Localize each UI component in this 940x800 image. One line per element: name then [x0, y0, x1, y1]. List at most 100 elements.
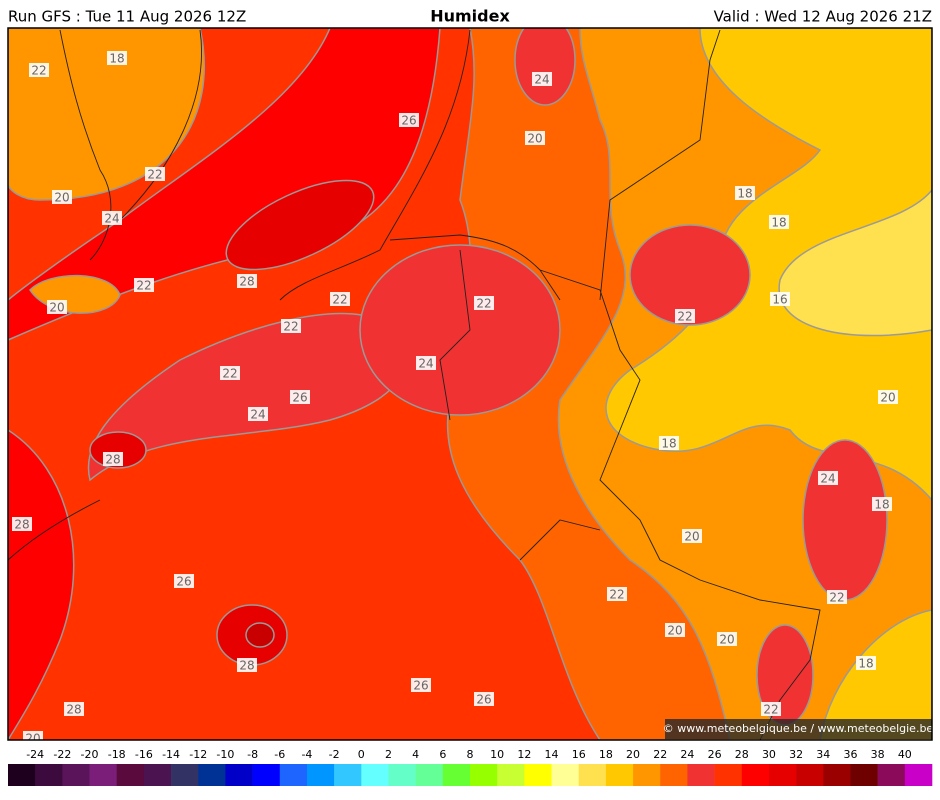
- map-title: Humidex: [430, 7, 510, 26]
- legend-tick-label: 28: [735, 748, 749, 761]
- valid-label: Valid : Wed 12 Aug 2026 21Z: [714, 8, 932, 26]
- legend-tick-label: 30: [762, 748, 776, 761]
- legend-tick-label: 22: [653, 748, 667, 761]
- contour-label: 22: [829, 591, 844, 605]
- contour-label: 18: [874, 498, 889, 512]
- contour-label-box: [399, 113, 419, 127]
- contour-label: 28: [239, 275, 254, 289]
- contour-label-box: [174, 574, 194, 588]
- contour-label: 22: [332, 293, 347, 307]
- contour-label: 26: [292, 391, 307, 405]
- legend-tick-label: 36: [843, 748, 857, 761]
- map: 22 18 26 24 20 22 20 24 18 18 28 22 22 20 22 22 22 16 24 22…: [8, 28, 932, 740]
- contour-label: 26: [401, 114, 416, 128]
- contour-label: 22: [147, 168, 162, 182]
- contour-label: 20: [667, 624, 682, 638]
- legend-tick-label: -8: [247, 748, 258, 761]
- contour-label: 26: [413, 679, 428, 693]
- color-swatch: [252, 764, 281, 786]
- color-swatch: [62, 764, 90, 786]
- contour-label: 26: [476, 693, 491, 707]
- contour-label-box: [872, 497, 892, 511]
- contour-label-box: [411, 678, 431, 692]
- contour-label: 24: [820, 472, 835, 486]
- contour-label-box: [735, 186, 755, 200]
- legend-tick-label: 32: [789, 748, 803, 761]
- contour-label-box: [525, 131, 545, 145]
- region: [514, 28, 576, 106]
- legend-tick-label: 34: [816, 748, 830, 761]
- region: [778, 188, 932, 337]
- contour-label: 26: [176, 575, 191, 589]
- contour-label: 28: [14, 518, 29, 532]
- contour-label: 22: [677, 310, 692, 324]
- region: [605, 28, 932, 502]
- contour-label: 28: [66, 703, 81, 717]
- contour-label: 24: [250, 408, 265, 422]
- contour-label: 22: [136, 279, 151, 293]
- legend-tick-label: -10: [216, 748, 234, 761]
- contour-label-box: [675, 309, 695, 323]
- border-line: [8, 29, 821, 740]
- legend-tick-label: 10: [490, 748, 504, 761]
- contour-label-box: [532, 72, 552, 86]
- contour-label-box: [145, 167, 165, 181]
- contour-label-box: [102, 211, 122, 225]
- color-swatch: [768, 764, 797, 786]
- color-swatch: [714, 764, 743, 786]
- color-swatch: [89, 764, 118, 786]
- legend-tick-label: 8: [467, 748, 474, 761]
- contour-label-box: [134, 278, 154, 292]
- contour-label-box: [761, 702, 781, 716]
- color-swatch: [225, 764, 253, 786]
- contour-label-box: [248, 407, 268, 421]
- legend-tick-label: 26: [708, 748, 722, 761]
- color-swatch: [551, 764, 580, 786]
- color-swatch: [306, 764, 335, 786]
- contour-label: 22: [283, 320, 298, 334]
- legend-tick-label: -4: [301, 748, 312, 761]
- contour-label: 18: [661, 437, 676, 451]
- color-swatch: [605, 764, 634, 786]
- contour-label-box: [659, 436, 679, 450]
- color-swatch: [143, 764, 172, 786]
- legend-tick-label: 38: [871, 748, 885, 761]
- region: [225, 179, 375, 271]
- legend-tick-label: -16: [135, 748, 153, 761]
- contour-label: 20: [527, 132, 542, 146]
- legend-tick-label: 0: [358, 748, 365, 761]
- contour-label-box: [103, 452, 123, 466]
- legend-tick-label: 4: [412, 748, 419, 761]
- legend-tick-label: 40: [898, 748, 912, 761]
- color-swatch: [877, 764, 906, 786]
- contour-label-box: [878, 390, 898, 404]
- region: [359, 244, 561, 416]
- contour-label-box: [827, 590, 847, 604]
- contour-label: 24: [418, 357, 433, 371]
- color-swatch: [796, 764, 824, 786]
- legend-tick-label: 2: [385, 748, 392, 761]
- region: [8, 28, 205, 201]
- legend-tick-label: 18: [599, 748, 613, 761]
- contour-label-box: [281, 319, 301, 333]
- contour-label: 20: [719, 633, 734, 647]
- contour-label-box: [29, 63, 49, 77]
- contour-label: 18: [109, 52, 124, 66]
- color-swatch: [850, 764, 878, 786]
- region: [8, 429, 75, 740]
- contour-label-box: [665, 623, 685, 637]
- credit-box: [665, 719, 932, 739]
- color-swatch: [442, 764, 471, 786]
- color-swatch: [633, 764, 661, 786]
- contour-label-box: [330, 292, 350, 306]
- contour-label-box: [416, 356, 436, 370]
- contour-label-box: [220, 366, 240, 380]
- contour-label-box: [47, 300, 67, 314]
- color-swatch: [497, 764, 525, 786]
- legend-tick-label: 16: [572, 748, 586, 761]
- legend-tick-label: -22: [53, 748, 71, 761]
- contour-label: 24: [534, 73, 549, 87]
- legend-tick-label: -12: [189, 748, 207, 761]
- contour-label: 16: [772, 293, 787, 307]
- contour-label-box: [769, 215, 789, 229]
